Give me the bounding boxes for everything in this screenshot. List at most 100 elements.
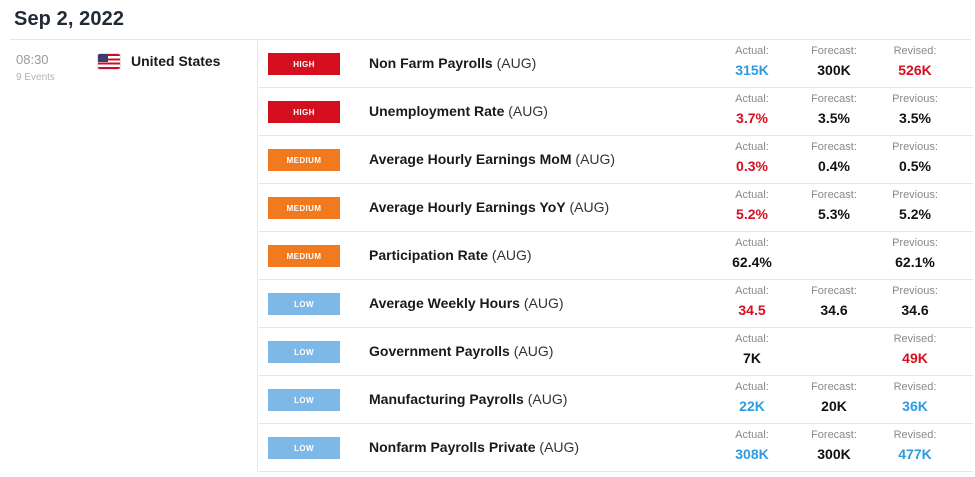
actual-column: Actual: 3.7% [712, 93, 792, 127]
date-header: Sep 2, 2022 [14, 8, 125, 30]
event-title[interactable]: Average Hourly Earnings MoM (AUG) [369, 151, 615, 167]
event-row[interactable]: HIGH Unemployment Rate (AUG) Actual: 3.7… [259, 88, 973, 136]
actual-column: Actual: 34.5 [712, 285, 792, 319]
forecast-column: Forecast: 3.5% [794, 93, 874, 127]
forecast-label: Forecast: [811, 429, 857, 441]
event-row[interactable]: LOW Manufacturing Payrolls (AUG) Actual:… [259, 376, 973, 424]
event-title[interactable]: Unemployment Rate (AUG) [369, 103, 548, 119]
previous-value: 477K [898, 446, 932, 462]
previous-value: 36K [902, 398, 928, 414]
previous-column: Previous: 3.5% [875, 93, 955, 127]
previous-column: Revised: 477K [875, 429, 955, 463]
previous-label: Previous: [892, 285, 938, 297]
forecast-column [794, 333, 874, 337]
actual-value: 62.4% [732, 254, 772, 270]
forecast-column: Forecast: 300K [794, 45, 874, 79]
actual-label: Actual: [735, 93, 769, 105]
impact-badge: MEDIUM [268, 245, 340, 267]
event-name: Average Weekly Hours [369, 295, 520, 311]
forecast-value: 0.4% [818, 158, 850, 174]
previous-column: Revised: 36K [875, 381, 955, 415]
impact-badge: LOW [268, 389, 340, 411]
actual-column: Actual: 7K [712, 333, 792, 367]
event-period: (AUG) [575, 151, 616, 167]
event-period: (AUG) [508, 103, 548, 119]
previous-label: Revised: [893, 381, 937, 393]
event-title[interactable]: Average Weekly Hours (AUG) [369, 295, 564, 311]
event-row[interactable]: LOW Average Weekly Hours (AUG) Actual: 3… [259, 280, 973, 328]
actual-label: Actual: [735, 285, 769, 297]
forecast-value: 20K [821, 398, 847, 414]
previous-label: Previous: [892, 237, 938, 249]
forecast-value: 34.6 [820, 302, 848, 318]
actual-label: Actual: [735, 381, 769, 393]
previous-value: 34.6 [901, 302, 929, 318]
previous-label: Previous: [892, 141, 938, 153]
forecast-value: 300K [817, 446, 851, 462]
actual-value: 34.5 [738, 302, 766, 318]
event-row[interactable]: LOW Nonfarm Payrolls Private (AUG) Actua… [259, 424, 973, 472]
actual-label: Actual: [735, 189, 769, 201]
event-row[interactable]: MEDIUM Average Hourly Earnings MoM (AUG)… [259, 136, 973, 184]
actual-column: Actual: 62.4% [712, 237, 792, 271]
event-row[interactable]: MEDIUM Average Hourly Earnings YoY (AUG)… [259, 184, 973, 232]
previous-value: 49K [902, 350, 928, 366]
actual-label: Actual: [735, 429, 769, 441]
forecast-label: Forecast: [811, 285, 857, 297]
event-name: Non Farm Payrolls [369, 55, 493, 71]
actual-label: Actual: [735, 237, 769, 249]
forecast-value: 300K [817, 62, 851, 78]
forecast-label: Forecast: [811, 189, 857, 201]
actual-column: Actual: 22K [712, 381, 792, 415]
previous-label: Revised: [893, 429, 937, 441]
event-period: (AUG) [523, 295, 564, 311]
impact-badge: MEDIUM [268, 149, 340, 171]
previous-value: 3.5% [899, 110, 931, 126]
impact-badge: HIGH [268, 101, 340, 123]
forecast-label: Forecast: [811, 381, 857, 393]
previous-value: 0.5% [899, 158, 931, 174]
previous-column: Revised: 49K [875, 333, 955, 367]
previous-value: 526K [898, 62, 932, 78]
actual-value: 5.2% [736, 206, 768, 222]
event-name: Average Hourly Earnings YoY [369, 199, 566, 215]
actual-value: 7K [743, 350, 761, 366]
forecast-column: Forecast: 0.4% [794, 141, 874, 175]
actual-column: Actual: 315K [712, 45, 792, 79]
event-title[interactable]: Nonfarm Payrolls Private (AUG) [369, 439, 579, 455]
previous-label: Revised: [893, 45, 937, 57]
actual-value: 308K [735, 446, 769, 462]
actual-column: Actual: 0.3% [712, 141, 792, 175]
forecast-value: 5.3% [818, 206, 850, 222]
forecast-label: Forecast: [811, 93, 857, 105]
event-row[interactable]: LOW Government Payrolls (AUG) Actual: 7K… [259, 328, 973, 376]
event-title[interactable]: Manufacturing Payrolls (AUG) [369, 391, 567, 407]
previous-column: Revised: 526K [875, 45, 955, 79]
country-name[interactable]: United States [131, 53, 221, 69]
event-period: (AUG) [496, 55, 537, 71]
event-group-info: 08:30 9 Events United States [10, 40, 258, 472]
actual-label: Actual: [735, 45, 769, 57]
events-list: HIGH Non Farm Payrolls (AUG) Actual: 315… [259, 40, 973, 472]
event-title[interactable]: Government Payrolls (AUG) [369, 343, 553, 359]
event-title[interactable]: Average Hourly Earnings YoY (AUG) [369, 199, 609, 215]
event-title[interactable]: Non Farm Payrolls (AUG) [369, 55, 536, 71]
actual-label: Actual: [735, 141, 769, 153]
previous-value: 62.1% [895, 254, 935, 270]
forecast-column: Forecast: 5.3% [794, 189, 874, 223]
event-title[interactable]: Participation Rate (AUG) [369, 247, 532, 263]
impact-badge: HIGH [268, 53, 340, 75]
forecast-label: Forecast: [811, 141, 857, 153]
event-name: Nonfarm Payrolls Private [369, 439, 536, 455]
event-row[interactable]: MEDIUM Participation Rate (AUG) Actual: … [259, 232, 973, 280]
actual-label: Actual: [735, 333, 769, 345]
forecast-column: Forecast: 300K [794, 429, 874, 463]
previous-value: 5.2% [899, 206, 931, 222]
previous-label: Revised: [893, 333, 937, 345]
actual-value: 3.7% [736, 110, 768, 126]
impact-badge: LOW [268, 293, 340, 315]
event-period: (AUG) [539, 439, 580, 455]
event-row[interactable]: HIGH Non Farm Payrolls (AUG) Actual: 315… [259, 40, 973, 88]
previous-column: Previous: 5.2% [875, 189, 955, 223]
us-flag-icon [98, 54, 120, 69]
